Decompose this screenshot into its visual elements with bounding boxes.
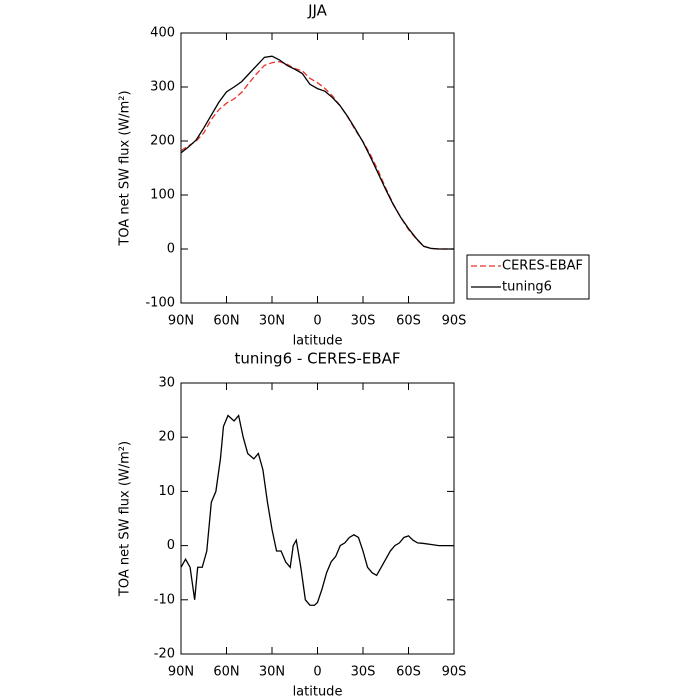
x-tick-label: 90N <box>168 665 194 680</box>
chart-title: JJA <box>307 2 328 20</box>
y-tick-label: 10 <box>158 484 175 499</box>
y-axis-label: TOA net SW flux (W/m²) <box>118 90 133 246</box>
data-line <box>180 55 454 250</box>
x-axis-label: latitude <box>293 334 343 349</box>
x-tick-label: 90S <box>442 665 467 680</box>
x-tick-label: 90N <box>168 314 194 329</box>
plot-frame <box>180 32 455 304</box>
y-tick-label: -20 <box>154 647 175 662</box>
x-tick-label: 30S <box>351 314 376 329</box>
y-tick-label: -10 <box>154 592 175 607</box>
x-tick-label: 60N <box>213 314 239 329</box>
x-tick-label: 0 <box>313 665 321 680</box>
y-tick-label: 30 <box>158 376 175 391</box>
x-tick-label: 60S <box>396 665 421 680</box>
x-tick-label: 60N <box>213 665 239 680</box>
chart-title: tuning6 - CERES-EBAF <box>234 350 400 368</box>
y-tick-label: 20 <box>158 430 175 445</box>
legend-label: CERES-EBAF <box>502 259 583 274</box>
y-tick-label: 300 <box>150 80 175 95</box>
legend-label: tuning6 <box>502 280 552 295</box>
x-tick-label: 30S <box>351 665 376 680</box>
x-axis-label: latitude <box>293 685 343 700</box>
y-tick-label: 0 <box>167 538 175 553</box>
plot-frame <box>180 382 455 655</box>
x-tick-label: 0 <box>313 314 321 329</box>
y-tick-label: 400 <box>150 26 175 41</box>
y-tick-label: -100 <box>145 296 175 311</box>
x-tick-label: 30N <box>259 314 285 329</box>
data-line <box>180 60 454 250</box>
x-tick-label: 60S <box>396 314 421 329</box>
y-axis-label: TOA net SW flux (W/m²) <box>118 441 133 597</box>
data-line <box>180 414 454 606</box>
y-tick-label: 100 <box>150 188 175 203</box>
legend-box <box>466 254 590 300</box>
y-tick-label: 0 <box>167 242 175 257</box>
y-tick-label: 200 <box>150 134 175 149</box>
x-tick-label: 30N <box>259 665 285 680</box>
x-tick-label: 90S <box>442 314 467 329</box>
